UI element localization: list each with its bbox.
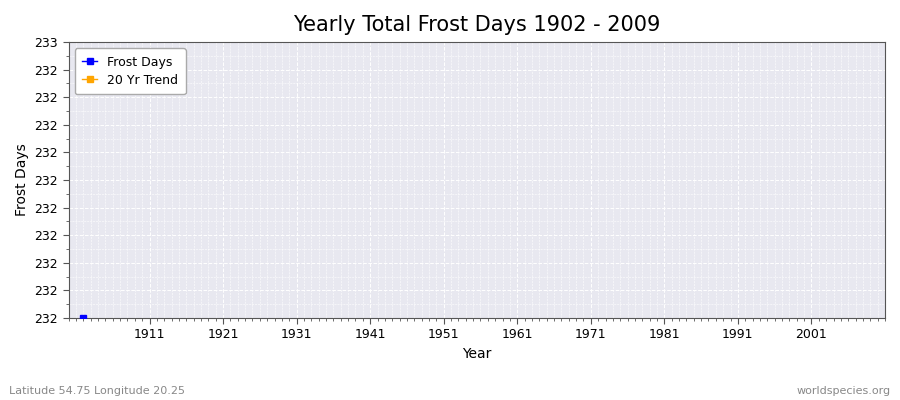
X-axis label: Year: Year (462, 347, 491, 361)
Text: Latitude 54.75 Longitude 20.25: Latitude 54.75 Longitude 20.25 (9, 386, 185, 396)
Title: Yearly Total Frost Days 1902 - 2009: Yearly Total Frost Days 1902 - 2009 (293, 15, 661, 35)
Text: worldspecies.org: worldspecies.org (796, 386, 891, 396)
Legend: Frost Days, 20 Yr Trend: Frost Days, 20 Yr Trend (75, 48, 185, 94)
Y-axis label: Frost Days: Frost Days (15, 144, 29, 216)
